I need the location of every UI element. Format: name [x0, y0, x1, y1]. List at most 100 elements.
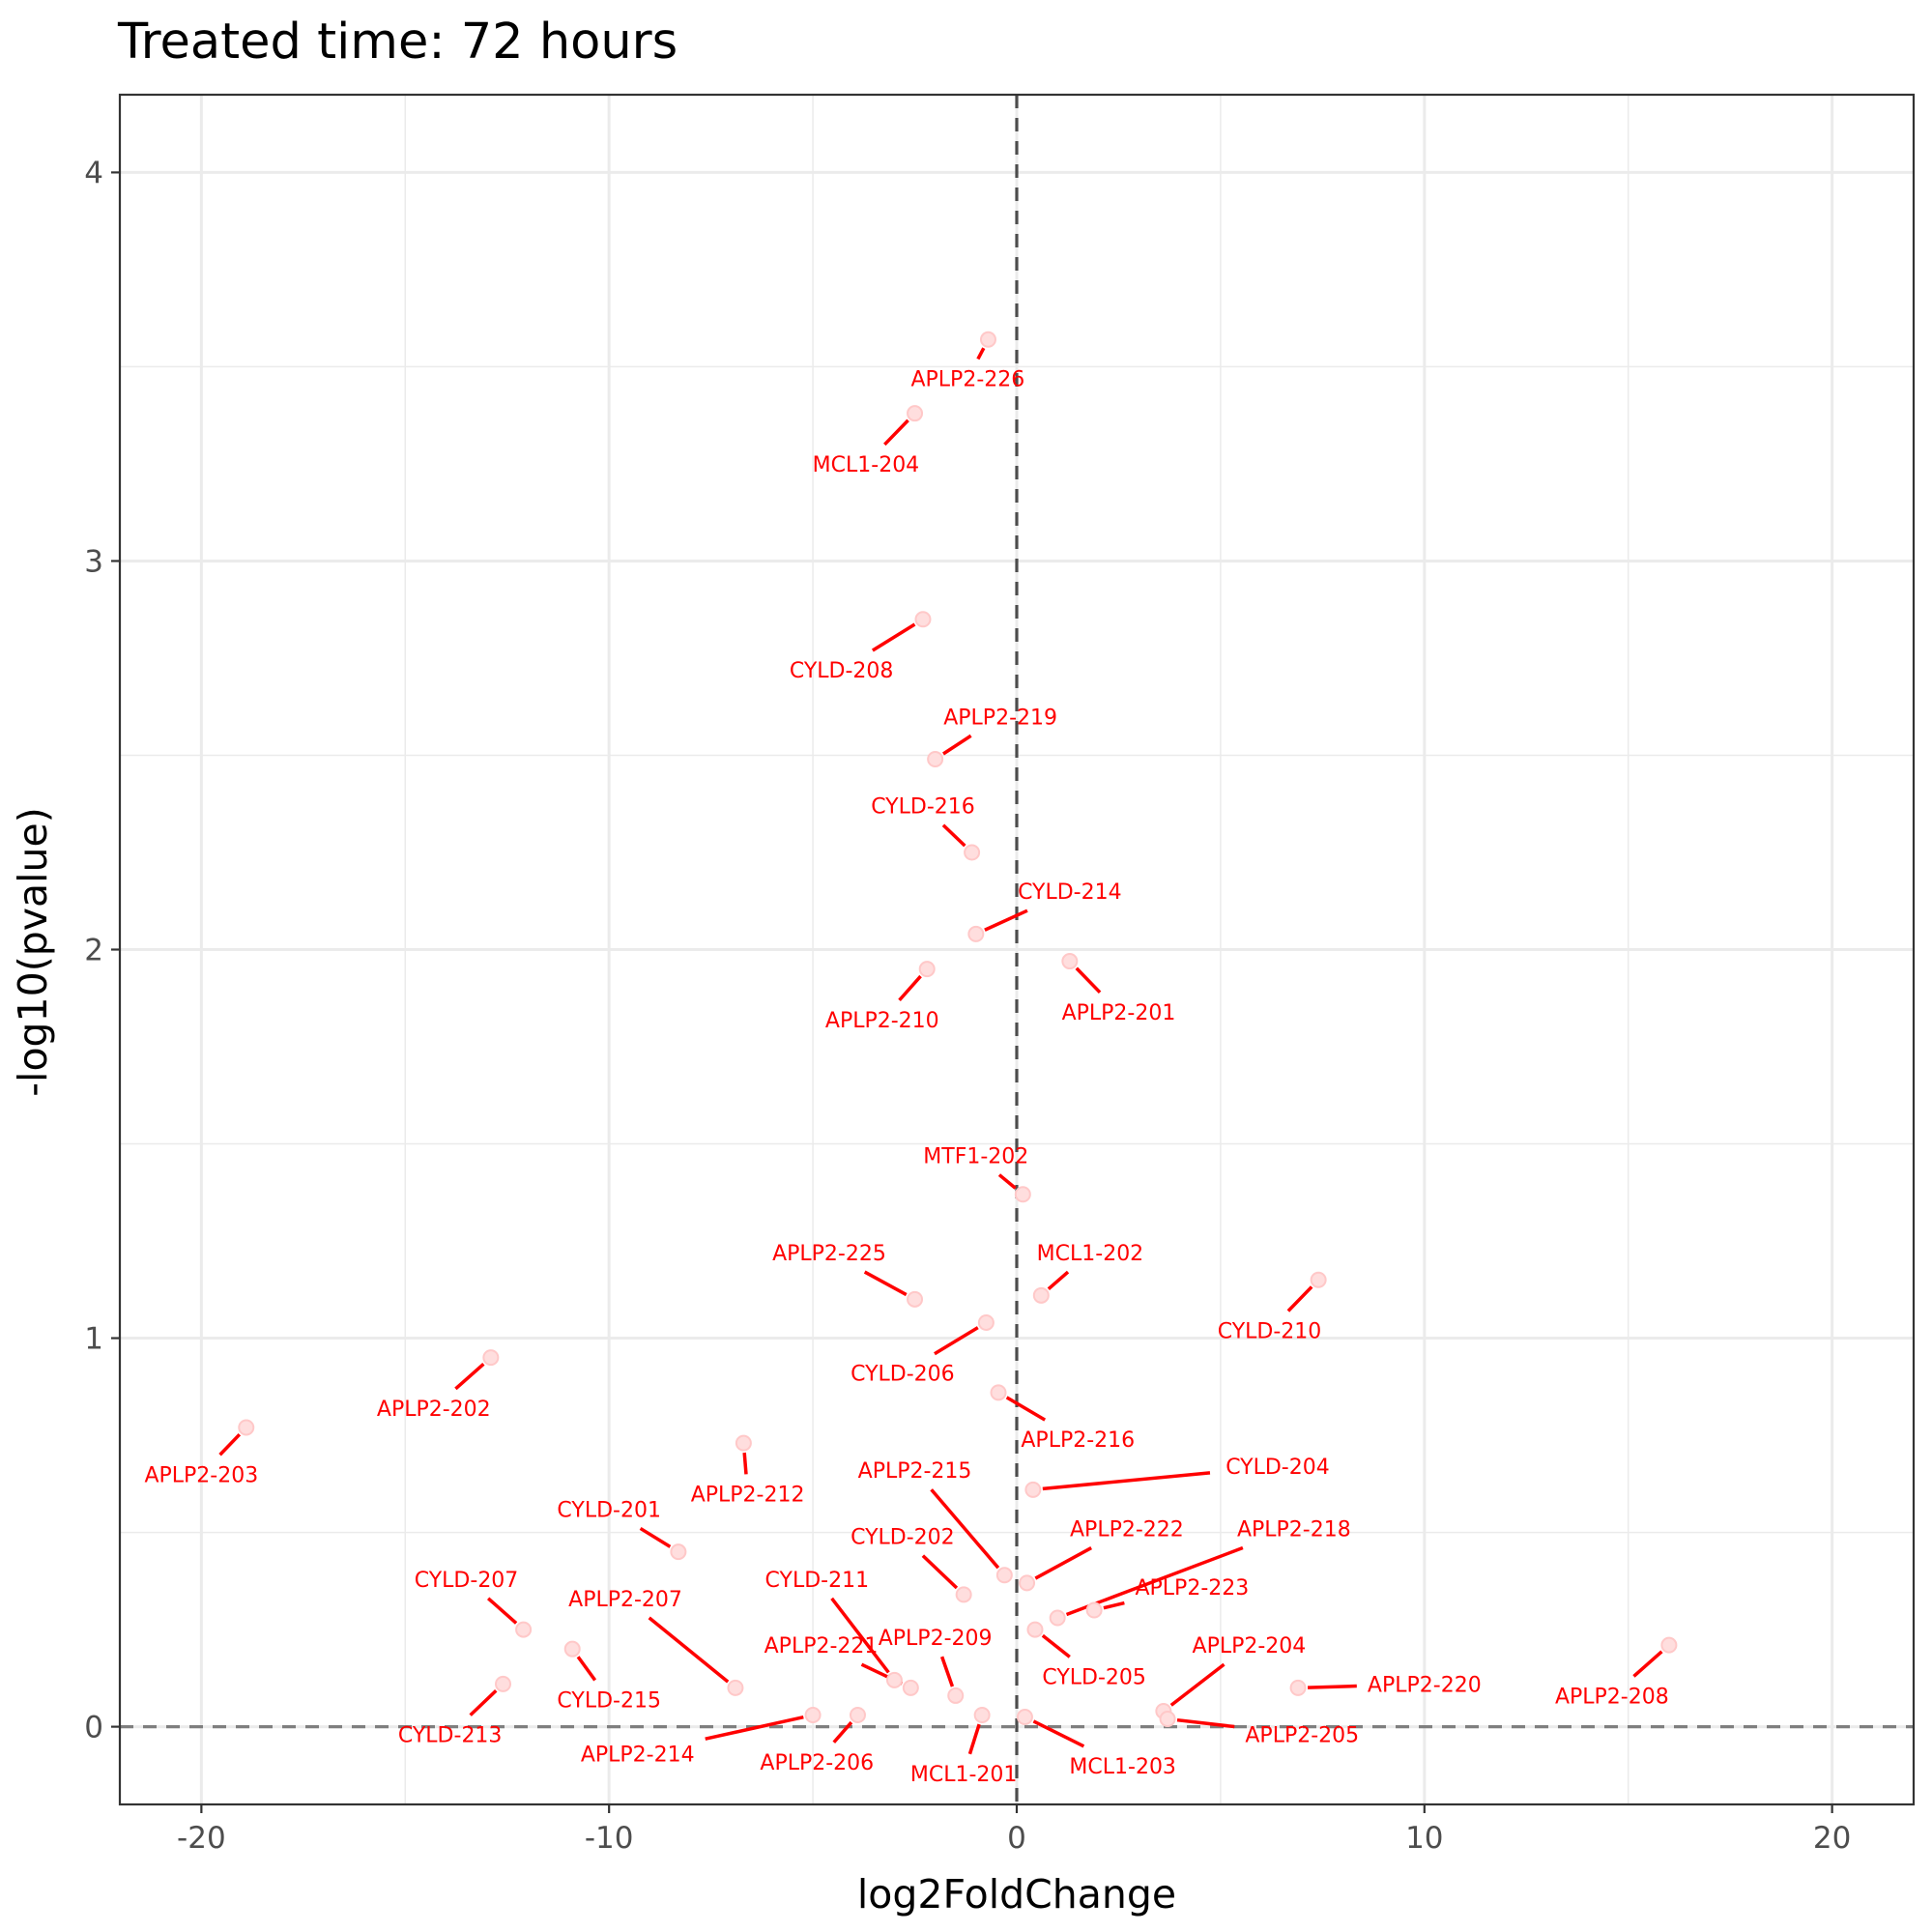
label-connector: [1307, 1684, 1357, 1689]
point-label: CYLD-213: [398, 1724, 503, 1748]
label-connector: [934, 1326, 979, 1356]
point-label: CYLD-205: [1042, 1665, 1146, 1689]
data-point: [735, 1434, 752, 1452]
point-label: CYLD-211: [765, 1569, 870, 1593]
data-point: [670, 1543, 687, 1561]
point-labels: APLP2-226 MCL1-204 CYLD-208 APLP2-219 CYLD-2…: [144, 367, 1668, 1786]
data-point: [238, 1419, 255, 1436]
data-point: [1014, 1186, 1031, 1203]
data-point: [902, 1679, 919, 1696]
y-tick-label: 3: [84, 544, 103, 579]
point-label: APLP2-221: [764, 1634, 879, 1658]
y-tick-label: 1: [84, 1322, 103, 1357]
data-point: [918, 961, 936, 978]
label-connector: [997, 1173, 1017, 1190]
label-connector: [863, 1270, 908, 1297]
label-connector: [939, 1656, 955, 1687]
point-label: CYLD-216: [871, 795, 975, 820]
label-connector: [871, 622, 916, 652]
label-connector: [1005, 1396, 1047, 1422]
data-point: [990, 1384, 1007, 1401]
label-connector: [218, 1433, 242, 1456]
data-point: [1019, 1574, 1036, 1592]
label-connector: [976, 347, 986, 360]
point-label: APLP2-225: [772, 1242, 886, 1266]
data-points: [238, 331, 1678, 1728]
point-label: APLP2-202: [377, 1398, 491, 1422]
data-point: [964, 844, 981, 861]
data-point: [849, 1707, 866, 1724]
y-tick-label: 4: [84, 156, 103, 190]
point-label: APLP2-206: [760, 1751, 874, 1775]
x-tick-label: -20: [177, 1821, 226, 1856]
y-tick-label: 0: [84, 1711, 103, 1745]
data-point: [927, 750, 944, 767]
data-point: [515, 1621, 533, 1638]
y-tick-label: 2: [84, 934, 103, 968]
label-connector: [898, 974, 922, 1002]
data-point: [967, 925, 985, 942]
y-axis-title: -log10(pvalue): [10, 807, 56, 1096]
data-point: [1024, 1481, 1042, 1498]
x-axis-title: log2FoldChange: [857, 1871, 1176, 1918]
data-point: [727, 1679, 744, 1696]
label-connector: [1169, 1662, 1226, 1707]
label-connector: [1047, 1270, 1070, 1291]
chart-title: Treated time: 72 hours: [117, 14, 678, 71]
label-connector: [832, 1720, 853, 1744]
data-point: [804, 1707, 822, 1724]
data-point: [1026, 1621, 1044, 1638]
data-point: [1061, 953, 1079, 970]
y-axis-ticks: 0 1 2 3 4: [84, 156, 120, 1745]
point-label: MCL1-203: [1069, 1755, 1176, 1779]
point-label: APLP2-215: [858, 1459, 972, 1484]
label-connector: [705, 1715, 804, 1741]
label-connector: [967, 1723, 981, 1755]
point-label: CYLD-206: [851, 1363, 955, 1387]
point-label: CYLD-202: [851, 1526, 955, 1550]
x-tick-label: 10: [1405, 1821, 1443, 1856]
data-point: [907, 405, 924, 422]
point-label: CYLD-215: [557, 1688, 661, 1713]
data-point: [995, 1567, 1013, 1584]
label-connector: [984, 908, 1028, 932]
data-point: [955, 1586, 972, 1603]
data-point: [1289, 1679, 1307, 1696]
data-point: [1032, 1286, 1050, 1304]
label-connector: [486, 1597, 518, 1625]
label-connector: [930, 1488, 1000, 1570]
data-point: [947, 1687, 965, 1704]
data-point: [1085, 1601, 1103, 1619]
data-point: [1310, 1271, 1327, 1288]
label-connector: [1034, 1546, 1093, 1580]
data-point: [1660, 1636, 1678, 1654]
point-label: MTF1-202: [923, 1145, 1028, 1169]
data-point: [979, 331, 996, 348]
x-tick-label: -10: [585, 1821, 634, 1856]
label-connector: [830, 1597, 890, 1674]
point-label: MCL1-201: [910, 1763, 1018, 1787]
point-label: APLP2-205: [1245, 1724, 1359, 1748]
point-label: APLP2-222: [1070, 1518, 1184, 1543]
reference-lines: [120, 95, 1914, 1804]
point-label: APLP2-226: [910, 367, 1024, 391]
label-connector: [1103, 1600, 1125, 1610]
data-point: [482, 1349, 500, 1367]
point-label: APLP2-208: [1555, 1685, 1669, 1709]
data-point: [977, 1313, 995, 1331]
point-label: APLP2-201: [1062, 1001, 1176, 1025]
label-connector: [921, 1554, 959, 1590]
point-label: MCL1-204: [813, 453, 920, 477]
point-label: APLP2-223: [1135, 1576, 1249, 1600]
point-label: APLP2-216: [1021, 1428, 1135, 1453]
data-point: [914, 611, 932, 628]
point-label: APLP2-204: [1193, 1634, 1307, 1658]
data-point: [1159, 1711, 1176, 1728]
point-label: CYLD-210: [1218, 1320, 1322, 1344]
label-connector: [1286, 1285, 1313, 1312]
label-connector: [1075, 966, 1102, 995]
data-point: [495, 1675, 512, 1692]
point-label: CYLD-201: [557, 1498, 661, 1522]
point-label: CYLD-207: [415, 1569, 519, 1593]
point-label: APLP2-220: [1368, 1673, 1482, 1697]
